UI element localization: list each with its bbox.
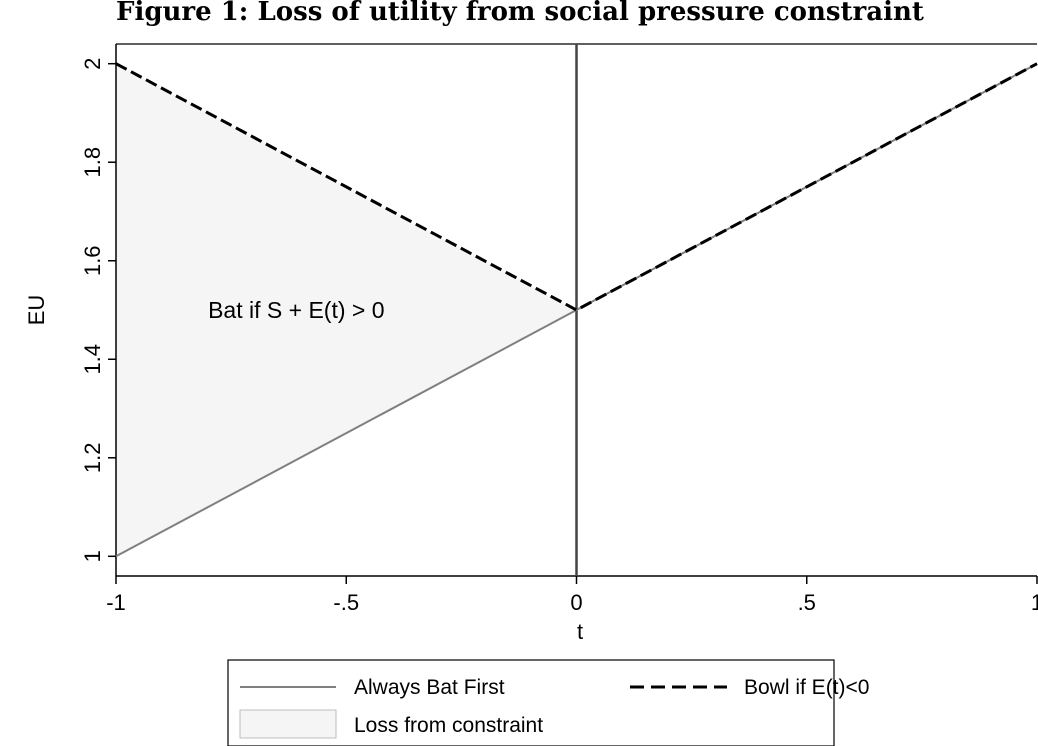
y-tick-label-1: 1.2 (80, 442, 105, 473)
shaded-area-layer (116, 63, 577, 557)
y-tick-label-0: 1 (80, 550, 105, 562)
legend: Always Bat First Bowl if E(t)<0 Loss fro… (227, 659, 869, 746)
tick-layer: -1 -.5 0 .5 1 1 1.2 1.4 1.6 1.8 2 (80, 58, 1038, 615)
x-tick-label-0: -1 (106, 590, 126, 615)
legend-label-loss: Loss from constraint (354, 714, 543, 737)
loss-from-constraint-area (116, 63, 577, 557)
series-line-1 (115, 62, 1038, 312)
y-tick-label-4: 1.8 (80, 147, 105, 178)
x-axis-label: t (577, 619, 583, 644)
series-layer (115, 62, 1038, 558)
y-axis-label: EU (24, 295, 49, 326)
x-tick-label-3: .5 (798, 590, 816, 615)
y-tick-label-2: 1.4 (80, 344, 105, 375)
y-tick-label-3: 1.6 (80, 245, 105, 276)
annotation-bat-if: Bat if S + E(t) > 0 (208, 297, 384, 323)
x-tick-label-2: 0 (570, 590, 582, 615)
legend-label-bowl-if: Bowl if E(t)<0 (744, 676, 869, 699)
x-tick-label-4: 1 (1031, 590, 1038, 615)
x-tick-label-1: -.5 (333, 590, 359, 615)
y-tick-label-5: 2 (80, 58, 105, 70)
legend-label-always-bat-first: Always Bat First (354, 676, 505, 699)
chart-title: Figure 1: Loss of utility from social pr… (116, 0, 924, 27)
legend-swatch-loss (239, 709, 337, 739)
